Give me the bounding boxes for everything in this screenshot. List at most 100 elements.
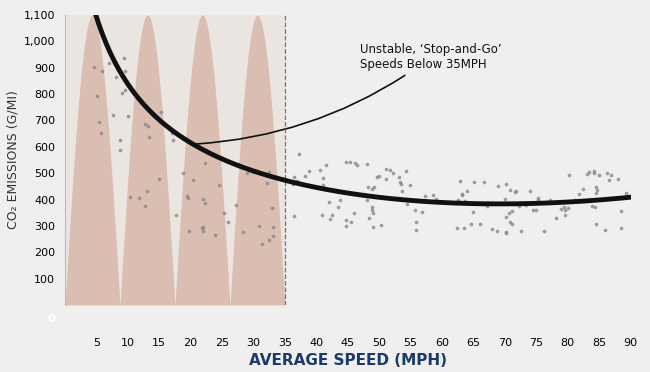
Point [511, 189, 521, 195]
Point [114, 147, 125, 153]
Point [509, 201, 519, 206]
Point [411, 227, 421, 233]
Point [521, 200, 531, 206]
Point [324, 216, 335, 222]
Point [349, 160, 359, 166]
Point [456, 192, 467, 198]
Point [233, 161, 243, 167]
Point [294, 151, 305, 157]
Point [198, 228, 208, 234]
Point [468, 209, 478, 215]
Point [591, 221, 601, 227]
Point [349, 210, 359, 216]
Point [114, 137, 125, 143]
Point [501, 230, 512, 236]
Point [383, 195, 393, 201]
Point [196, 225, 207, 231]
Point [111, 74, 122, 80]
Point [492, 228, 502, 234]
Point [119, 55, 129, 61]
Point [210, 232, 220, 238]
Y-axis label: CO₂ EMISSIONS (G/MI): CO₂ EMISSIONS (G/MI) [6, 90, 20, 230]
Point [396, 188, 407, 194]
Point [341, 222, 351, 228]
Point [289, 174, 299, 180]
Point [574, 190, 584, 196]
Point [140, 203, 150, 209]
Point [474, 221, 485, 227]
Point [455, 178, 465, 184]
Point [584, 169, 594, 175]
Point [460, 198, 470, 204]
Point [388, 170, 398, 176]
Point [171, 212, 181, 218]
Point [318, 182, 328, 188]
Point [178, 170, 188, 176]
Point [505, 187, 515, 193]
Point [505, 219, 515, 225]
Point [589, 170, 599, 176]
Point [361, 161, 372, 167]
Point [545, 197, 555, 203]
Point [465, 221, 476, 227]
Point [525, 188, 535, 194]
Point [531, 207, 541, 213]
Point [142, 188, 153, 194]
Bar [65, 15, 285, 305]
Point [184, 228, 194, 234]
Point [198, 224, 208, 230]
Point [578, 186, 588, 192]
Point [304, 169, 314, 174]
Point [510, 189, 521, 195]
Point [367, 207, 377, 213]
Point [363, 215, 374, 221]
Point [594, 172, 604, 178]
Point [616, 208, 626, 214]
Point [501, 181, 512, 187]
Point [587, 203, 597, 209]
Point [120, 87, 130, 93]
Point [368, 224, 378, 230]
Point [231, 202, 241, 208]
Point [125, 193, 135, 199]
Point [472, 201, 482, 207]
Point [411, 219, 421, 225]
Point [140, 121, 150, 127]
Point [556, 206, 566, 212]
Point [346, 219, 356, 225]
Point [335, 198, 346, 203]
Point [214, 182, 224, 188]
Point [456, 191, 467, 197]
Point [268, 233, 278, 239]
Point [453, 198, 463, 203]
Point [616, 225, 627, 231]
Point [516, 228, 526, 234]
Point [540, 228, 550, 234]
Point [582, 171, 592, 177]
Point [200, 160, 211, 166]
Point [532, 197, 543, 203]
Point [223, 219, 233, 225]
Point [410, 206, 420, 212]
Point [592, 187, 602, 193]
Point [590, 184, 601, 190]
Point [417, 209, 428, 215]
Point [506, 208, 517, 214]
Point [428, 192, 438, 198]
Point [564, 172, 574, 178]
Point [200, 200, 210, 206]
Point [376, 222, 386, 228]
Point [237, 229, 248, 235]
Point [89, 64, 99, 70]
Point [123, 113, 133, 119]
Point [298, 182, 309, 187]
Point [218, 210, 229, 216]
Point [144, 134, 154, 140]
Point [560, 207, 571, 213]
Point [559, 204, 569, 210]
Point [363, 184, 373, 190]
Point [323, 199, 333, 205]
Point [404, 182, 415, 188]
Point [368, 210, 378, 216]
Point [460, 225, 470, 231]
